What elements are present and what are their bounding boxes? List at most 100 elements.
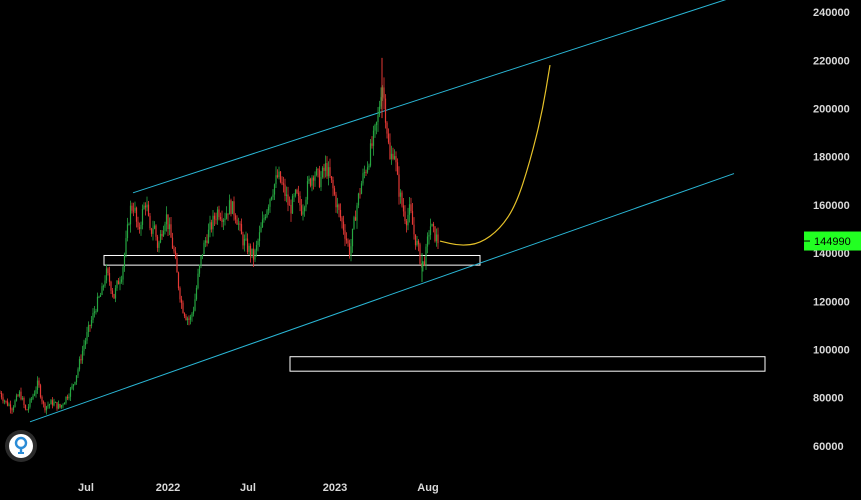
candle: [168, 217, 171, 236]
candle-body: [93, 311, 96, 313]
candle: [131, 202, 133, 214]
candle: [62, 403, 64, 409]
candle-body: [366, 167, 369, 173]
candle-body: [6, 401, 9, 406]
candle-body: [69, 388, 72, 397]
candle: [110, 280, 112, 295]
candle-body: [14, 400, 16, 407]
candle: [23, 396, 25, 409]
candle-body: [356, 205, 358, 221]
candle: [336, 197, 339, 214]
candle: [261, 211, 264, 229]
candle-body: [126, 224, 129, 239]
candle-body: [164, 224, 166, 231]
candle: [86, 326, 88, 344]
time-axis[interactable]: Jul 2022 Jul 2023 Aug: [78, 482, 439, 494]
candle: [21, 395, 24, 401]
candle: [378, 100, 381, 118]
candle-body: [108, 273, 111, 282]
candle: [227, 213, 229, 221]
candle: [249, 243, 252, 263]
candle: [209, 215, 211, 238]
y-tick-label: 80000: [813, 393, 844, 405]
candle: [111, 287, 114, 298]
candle: [372, 125, 375, 156]
candle: [146, 196, 148, 212]
candle-body: [159, 233, 162, 243]
candle: [360, 180, 363, 195]
candle: [14, 399, 16, 408]
candle-body: [131, 205, 133, 211]
candle-body: [71, 386, 73, 389]
price-axis[interactable]: 60000 80000 100000 120000 140000 160000 180000…: [813, 7, 850, 453]
candle: [233, 196, 235, 221]
candle: [315, 166, 318, 177]
candle: [215, 212, 217, 225]
candle: [27, 403, 30, 413]
candle: [33, 390, 36, 397]
candle: [422, 261, 424, 272]
candle: [12, 405, 15, 413]
candle-body: [114, 288, 117, 299]
candle-body: [344, 230, 346, 239]
candle-body: [368, 165, 370, 168]
candle: [297, 185, 300, 203]
candle-body: [426, 236, 429, 247]
candle: [71, 383, 73, 390]
projection-curve: [439, 64, 551, 246]
candle-body: [66, 396, 69, 399]
candle-body: [27, 406, 30, 411]
candle: [56, 402, 58, 411]
candle: [41, 395, 43, 405]
candle: [234, 213, 237, 224]
candle: [236, 215, 238, 225]
candle: [164, 221, 166, 235]
candle: [0, 390, 1, 394]
candle-body: [144, 205, 147, 208]
candle: [177, 271, 180, 291]
candle-body: [99, 294, 102, 297]
candle: [129, 200, 132, 233]
candle: [53, 398, 55, 407]
candle-body: [26, 409, 28, 411]
candle-body: [273, 184, 276, 195]
candle-body: [431, 223, 433, 227]
candle: [161, 229, 163, 240]
candle-body: [332, 179, 334, 189]
candle-body: [308, 178, 310, 182]
candle: [186, 316, 189, 326]
candle-body: [314, 175, 316, 181]
candle-body: [329, 167, 331, 177]
y-tick-label: 60000: [813, 441, 844, 453]
candle: [32, 393, 34, 401]
candle: [309, 177, 312, 188]
candle-body: [281, 182, 283, 184]
x-tick-label: Jul: [78, 482, 94, 494]
candle: [123, 252, 126, 272]
tradingview-logo-button[interactable]: [5, 430, 37, 462]
candle-body: [23, 397, 25, 405]
candle: [429, 218, 432, 240]
candle-body: [185, 316, 187, 321]
candle: [162, 225, 165, 238]
y-tick-label: 120000: [813, 296, 850, 308]
candle-body: [0, 392, 1, 394]
candle: [137, 216, 139, 230]
candle: [219, 212, 222, 221]
candle: [51, 397, 54, 409]
candle-body: [291, 196, 294, 214]
candle: [353, 215, 355, 230]
candle-body: [260, 227, 262, 233]
candle-body: [248, 245, 250, 252]
candle: [296, 188, 298, 194]
candle: [119, 276, 121, 291]
candle: [140, 221, 142, 236]
candle-body: [161, 233, 163, 237]
pin-icon: [14, 436, 28, 454]
candle: [363, 165, 366, 179]
candle-body: [434, 226, 436, 242]
candle: [102, 284, 105, 291]
candle-body: [389, 142, 391, 160]
